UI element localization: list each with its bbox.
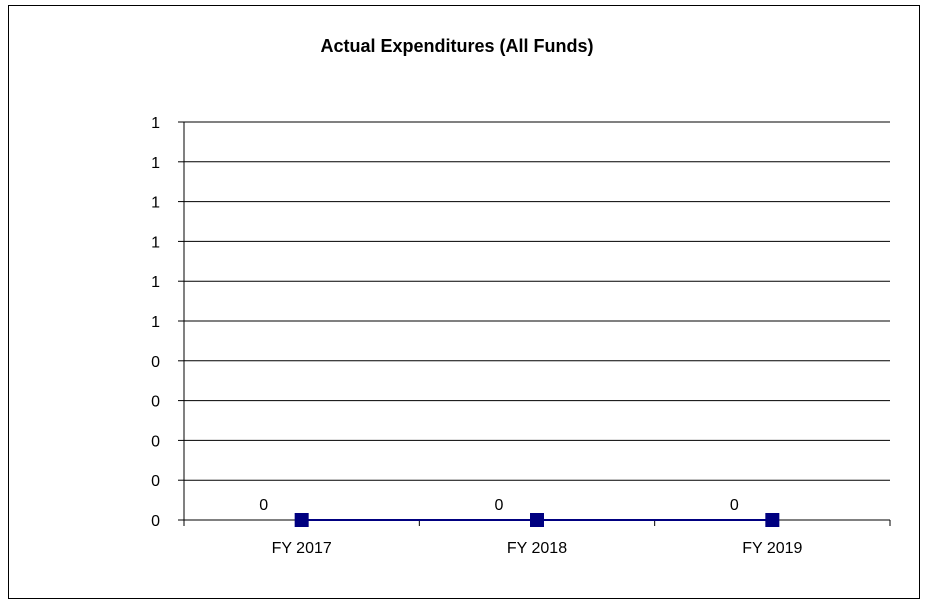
- y-axis-tick-label: 1: [151, 234, 160, 251]
- y-axis-tick-label: 0: [151, 473, 160, 490]
- data-labels: 0 0 0: [259, 497, 739, 514]
- axes: [178, 121, 891, 526]
- data-label: 0: [259, 497, 268, 514]
- y-axis-tick-label: 1: [151, 155, 160, 172]
- y-axis-tick-label: 0: [151, 394, 160, 411]
- y-axis-tick-label: 0: [151, 354, 160, 371]
- y-axis-tick-label: 1: [151, 314, 160, 331]
- x-axis-tick-labels: FY 2017 FY 2018 FY 2019: [272, 540, 803, 557]
- data-point-marker: [765, 513, 780, 527]
- series: [294, 513, 780, 527]
- data-point-marker: [294, 513, 309, 527]
- data-label: 0: [495, 497, 504, 514]
- y-axis-tick-label: 1: [151, 115, 160, 132]
- chart-area: [8, 5, 920, 599]
- data-point-marker: [530, 513, 544, 527]
- y-axis-tick-labels: 0 0 0 0 0 1 1 1 1 1 1: [151, 115, 160, 530]
- y-axis-tick-label: 1: [151, 274, 160, 291]
- y-axis-tick-label: 1: [151, 195, 160, 212]
- x-axis-tick-label: FY 2019: [742, 540, 802, 557]
- data-label: 0: [730, 497, 739, 514]
- gridlines: [184, 121, 890, 521]
- x-axis-tick-label: FY 2018: [507, 540, 567, 557]
- y-axis-tick-label: 0: [151, 513, 160, 530]
- y-axis-tick-label: 0: [151, 433, 160, 450]
- chart-title: Actual Expenditures (All Funds): [320, 36, 593, 56]
- x-axis-tick-label: FY 2017: [272, 540, 332, 557]
